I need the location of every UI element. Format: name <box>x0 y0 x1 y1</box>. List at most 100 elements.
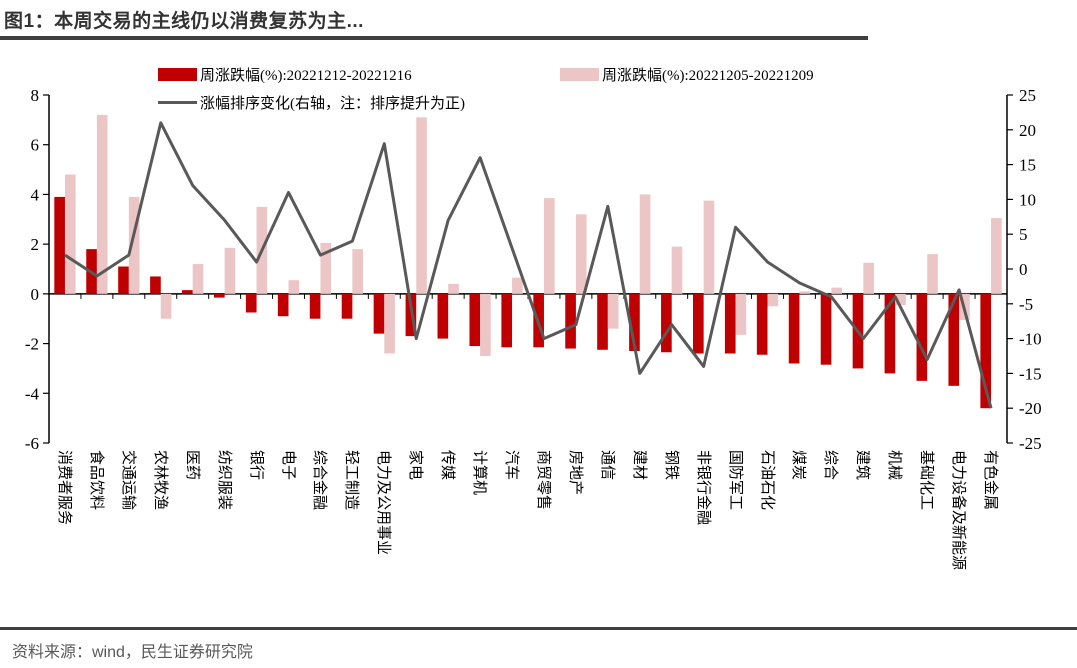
bar-prev-week <box>64 174 76 294</box>
bar-prev-week <box>480 293 491 356</box>
svg-text:2: 2 <box>31 235 40 254</box>
bar-current-week <box>437 293 449 339</box>
chart-area: 周涨跌幅(%):20221212-20221216 周涨跌幅(%):202212… <box>0 56 1077 622</box>
bar-prev-week <box>799 291 811 294</box>
rank-change-line <box>64 121 993 409</box>
bar-prev-week <box>448 283 459 294</box>
svg-text:6: 6 <box>31 136 40 155</box>
bar-prev-week <box>160 293 172 319</box>
legend-label: 涨幅排序变化(右轴，注：排序提升为正) <box>200 96 465 112</box>
legend-item-prev-week: 周涨跌幅(%):20221205-20221209 <box>560 64 814 85</box>
bar-prev-week <box>192 264 204 294</box>
legend-label: 周涨跌幅(%):20221205-20221209 <box>602 68 814 84</box>
bar-prev-week <box>288 280 300 294</box>
x-axis-label: 钢铁 <box>662 450 680 481</box>
x-axis-label: 传媒 <box>439 450 457 481</box>
bar-prev-week <box>352 249 364 294</box>
legend-swatch-prev-week-bar <box>560 68 599 81</box>
bar-prev-week <box>96 114 108 294</box>
bar-prev-week <box>863 262 874 294</box>
bar-current-week <box>597 293 608 350</box>
svg-text:-25: -25 <box>1019 434 1042 453</box>
bar-prev-week <box>703 200 715 294</box>
svg-text:4: 4 <box>31 185 40 204</box>
bar-current-week <box>245 293 257 313</box>
svg-text:10: 10 <box>1019 190 1036 209</box>
bar-current-week <box>788 293 800 364</box>
x-axis-label: 电力及公用事业 <box>375 450 393 556</box>
bar-prev-week <box>991 218 1002 294</box>
x-axis-label: 轻工制造 <box>343 450 361 511</box>
bar-prev-week <box>767 293 779 307</box>
bar-current-week <box>916 293 928 381</box>
bar-prev-week <box>735 293 747 335</box>
svg-text:0: 0 <box>31 285 40 304</box>
bar-prev-week <box>384 293 395 354</box>
svg-text:8: 8 <box>31 86 40 105</box>
svg-text:15: 15 <box>1019 156 1036 175</box>
x-axis-label: 基础化工 <box>918 450 936 511</box>
bar-current-week <box>469 293 481 347</box>
bar-current-week <box>213 293 225 298</box>
bar-current-week <box>980 293 992 409</box>
svg-text:0: 0 <box>1019 260 1028 279</box>
bar-current-week <box>341 293 353 319</box>
x-axis-label: 电子 <box>279 450 297 481</box>
bar-prev-week <box>416 117 427 294</box>
svg-text:20: 20 <box>1019 121 1036 140</box>
bar-prev-week <box>671 246 683 294</box>
bar-current-week <box>501 293 513 348</box>
bar-current-week <box>565 293 576 349</box>
x-axis-label: 综合 <box>822 450 840 481</box>
x-axis-label: 综合金融 <box>311 450 329 511</box>
bar-prev-week <box>320 242 332 294</box>
bar-current-week <box>309 293 321 319</box>
x-axis-label: 有色金属 <box>982 450 1000 511</box>
source-note: 资料来源：wind，民生证券研究院 <box>12 644 253 661</box>
bar-prev-week <box>512 277 523 294</box>
x-axis-label: 商贸零售 <box>534 450 552 511</box>
x-axis-label: 非银行金融 <box>694 450 712 526</box>
figure-title: 图1：本周交易的主线仍以消费复苏为主... <box>4 11 364 32</box>
x-axis-label: 银行 <box>247 450 265 481</box>
x-axis-label: 消费者服务 <box>55 450 73 526</box>
legend-label: 周涨跌幅(%):20221212-20221216 <box>200 68 412 84</box>
x-axis-label: 机械 <box>886 450 904 481</box>
x-axis-label: 电力设备及新能源 <box>950 450 968 571</box>
legend-swatch-rank-line <box>158 101 197 104</box>
x-axis-label: 医药 <box>183 450 201 481</box>
svg-text:5: 5 <box>1019 225 1028 244</box>
x-axis-label: 汽车 <box>503 450 521 481</box>
bar-current-week <box>756 293 768 355</box>
x-axis-label: 石油石化 <box>758 450 776 511</box>
bar-prev-week <box>639 194 651 294</box>
bar-prev-week <box>895 293 906 306</box>
svg-text:-5: -5 <box>1019 295 1033 314</box>
legend-item-rank-change: 涨幅排序变化(右轴，注：排序提升为正) <box>158 92 465 113</box>
svg-text:-4: -4 <box>25 384 40 403</box>
bar-current-week <box>884 293 896 374</box>
bar-prev-week <box>128 196 140 294</box>
x-axis-label: 家电 <box>407 450 425 481</box>
bar-current-week <box>692 293 704 354</box>
title-divider <box>0 36 868 40</box>
svg-text:-6: -6 <box>25 434 39 453</box>
legend-swatch-current-week-bar <box>158 68 197 81</box>
x-axis-label: 农林牧渔 <box>151 450 169 511</box>
svg-text:-2: -2 <box>25 335 39 354</box>
footer-divider <box>0 627 1077 630</box>
legend-item-current-week: 周涨跌幅(%):20221212-20221216 <box>158 64 412 85</box>
bar-prev-week <box>927 254 938 294</box>
bar-prev-week <box>224 247 236 294</box>
bar-current-week <box>182 290 193 294</box>
x-axis-label: 建筑 <box>854 450 872 481</box>
bar-current-week <box>661 293 672 353</box>
svg-text:25: 25 <box>1019 86 1036 105</box>
bar-current-week <box>54 196 65 294</box>
x-axis-label: 房地产 <box>566 450 584 496</box>
x-axis-label: 国防军工 <box>726 450 744 511</box>
x-axis-label: 煤炭 <box>790 450 808 481</box>
bar-prev-week <box>575 214 587 294</box>
